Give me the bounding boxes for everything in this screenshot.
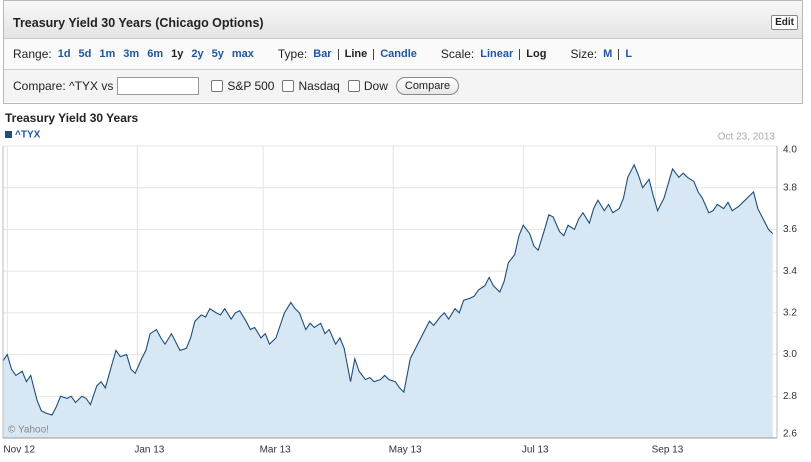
x-tick-label: Jul 13 xyxy=(522,445,549,456)
y-tick-label: 4.0 xyxy=(783,145,797,156)
x-tick-label: Jan 13 xyxy=(134,445,164,456)
separator xyxy=(373,48,375,60)
compare-row: Compare: ^TYX vs S&P 500 Nasdaq Dow Compare xyxy=(4,70,802,102)
x-tick-label: Sep 13 xyxy=(652,445,684,456)
option[interactable]: 6m xyxy=(147,48,164,60)
x-tick-label: May 13 xyxy=(389,445,422,456)
y-tick-label: 2.8 xyxy=(783,391,797,402)
date-label: Oct 23, 2013 xyxy=(718,132,776,143)
legend-label: ^TYX xyxy=(15,130,41,141)
option[interactable]: 5y xyxy=(211,48,224,60)
checkbox[interactable] xyxy=(347,80,360,92)
option-label: Range: xyxy=(13,47,52,61)
option-group: Scale: Linear Log xyxy=(441,47,555,61)
option-group: Range: 1d 5d 1m 3m 6m 1y 2y 5y max xyxy=(13,47,262,61)
separator xyxy=(337,48,339,60)
option[interactable]: max xyxy=(231,48,254,60)
compare-label: Compare: ^TYX vs xyxy=(13,79,114,93)
x-tick-label: Nov 12 xyxy=(3,445,35,456)
option[interactable]: 5d xyxy=(78,48,92,60)
legend-swatch xyxy=(5,131,12,138)
option[interactable]: Log xyxy=(526,48,547,60)
checkbox[interactable] xyxy=(282,80,295,92)
option[interactable]: 1y xyxy=(171,48,184,60)
option[interactable]: M xyxy=(603,48,613,60)
option[interactable]: L xyxy=(625,48,633,60)
compare-input[interactable] xyxy=(117,77,200,95)
y-tick-label: 3.8 xyxy=(783,182,797,193)
option[interactable]: 2y xyxy=(191,48,204,60)
x-tick-label: Mar 13 xyxy=(260,445,292,456)
checkbox-label: Nasdaq xyxy=(298,79,340,93)
series-line xyxy=(2,163,774,416)
control-panel: Treasury Yield 30 Years (Chicago Options… xyxy=(3,0,803,104)
option-label: Size: xyxy=(570,47,598,61)
option[interactable]: Line xyxy=(344,48,368,60)
y-tick-label: 2.6 xyxy=(783,429,797,440)
checkbox-label: S&P 500 xyxy=(227,79,275,93)
panel-title: Treasury Yield 30 Years (Chicago Options… xyxy=(13,16,264,30)
option-label: Scale: xyxy=(440,47,475,61)
title-bar: Treasury Yield 30 Years (Chicago Options… xyxy=(4,1,802,39)
separator xyxy=(519,48,521,60)
option[interactable]: Bar xyxy=(313,48,332,60)
edit-button[interactable]: Edit xyxy=(771,15,798,30)
y-tick-label: 3.2 xyxy=(783,307,797,318)
option[interactable]: 1m xyxy=(99,48,116,60)
checkbox[interactable] xyxy=(211,80,224,92)
area-fill xyxy=(3,164,773,438)
option-group: Size: M L xyxy=(570,47,640,61)
y-tick-label: 3.0 xyxy=(783,349,797,360)
option-group: Type: Bar Line Candle xyxy=(278,47,425,61)
options-row: Range: 1d 5d 1m 3m 6m 1y 2y 5y max Type: Bar Line Can… xyxy=(4,39,802,70)
option[interactable]: 3m xyxy=(123,48,140,60)
compare-option: Nasdaq xyxy=(282,79,340,93)
checkbox-label: Dow xyxy=(363,79,388,93)
compare-option: Dow xyxy=(347,79,388,93)
separator xyxy=(618,48,620,60)
watermark: © Yahoo! xyxy=(8,425,49,436)
option[interactable]: Candle xyxy=(380,48,417,60)
option[interactable]: Linear xyxy=(480,48,514,60)
compare-button[interactable]: Compare xyxy=(395,77,460,95)
chart-title: Treasury Yield 30 Years xyxy=(5,111,139,125)
option-label: Type: xyxy=(277,47,308,61)
y-tick-label: 3.4 xyxy=(783,266,797,277)
compare-option: S&P 500 xyxy=(211,79,274,93)
y-tick-label: 3.6 xyxy=(783,224,797,235)
option[interactable]: 1d xyxy=(57,48,71,60)
